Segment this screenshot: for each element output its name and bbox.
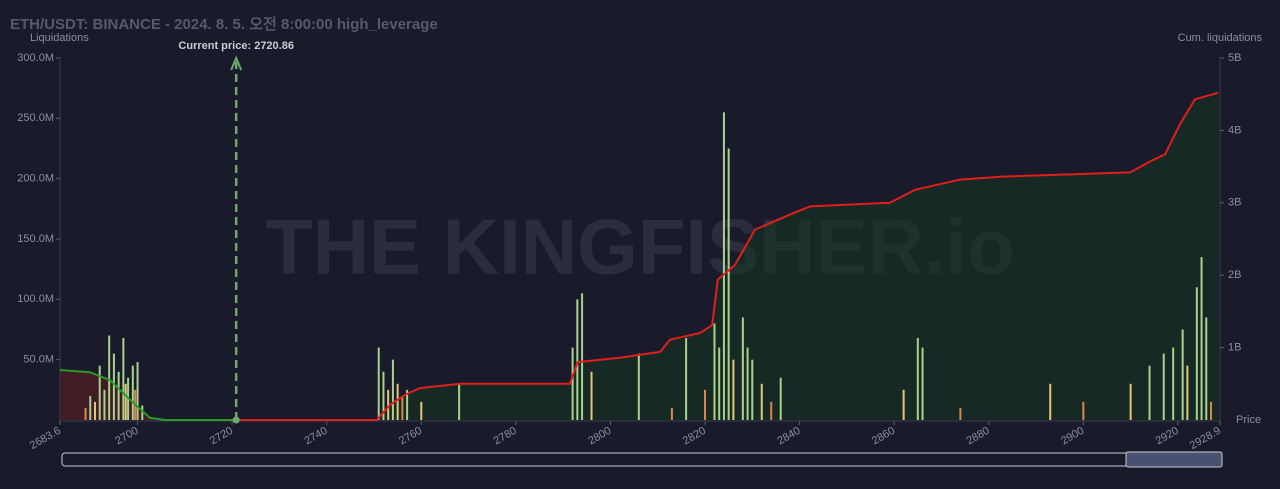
- bar: [387, 389, 390, 420]
- bar: [779, 377, 782, 420]
- bar: [89, 395, 92, 420]
- bar: [637, 353, 640, 420]
- y-tick-label: 150.0M: [17, 233, 54, 245]
- y2-tick-label: 4B: [1228, 124, 1241, 136]
- bar: [1181, 329, 1184, 420]
- y-tick-label: 300.0M: [17, 52, 54, 64]
- current-price-dot: [232, 416, 240, 424]
- cumulative-area: [236, 92, 1219, 421]
- bar: [670, 407, 673, 420]
- bar: [98, 365, 101, 420]
- bar: [382, 371, 385, 420]
- bar: [458, 383, 461, 420]
- bar: [959, 407, 962, 420]
- bar: [751, 359, 754, 420]
- bar: [401, 395, 404, 420]
- bar: [1172, 347, 1175, 420]
- bar: [732, 359, 735, 420]
- bar: [770, 401, 773, 420]
- y2-tick-label: 1B: [1228, 342, 1241, 354]
- y-tick-label: 250.0M: [17, 112, 54, 124]
- bar: [916, 337, 919, 420]
- bar: [1148, 365, 1151, 420]
- bar: [590, 371, 593, 420]
- bar: [1205, 317, 1208, 420]
- current-price-arrow: [230, 55, 243, 71]
- bar: [103, 389, 106, 420]
- chart-title: ETH/USDT: BINANCE - 2024. 8. 5. 오전 8:00:…: [10, 16, 438, 33]
- bar: [112, 353, 115, 420]
- bar: [921, 347, 924, 420]
- cumulative-line: [236, 91, 1219, 421]
- bar: [760, 383, 763, 420]
- bar: [902, 389, 905, 420]
- bar: [1049, 383, 1052, 420]
- current-price-label: Current price: 2720.86: [178, 40, 294, 52]
- y-tick-label: 50.0M: [23, 354, 54, 366]
- y-tick-label: 200.0M: [17, 173, 54, 185]
- bar: [117, 371, 120, 420]
- bar: [571, 347, 574, 420]
- bar: [1200, 257, 1203, 420]
- bar: [84, 407, 87, 420]
- bar: [1082, 401, 1085, 420]
- bar: [713, 323, 716, 420]
- bar: [1186, 365, 1189, 420]
- bar: [727, 148, 730, 420]
- y-tick-label: 100.0M: [17, 293, 54, 305]
- bar: [741, 317, 744, 420]
- bar: [122, 337, 125, 420]
- bar: [581, 293, 584, 420]
- bar: [93, 401, 96, 420]
- cumulative-line: [59, 369, 237, 421]
- bar: [141, 405, 144, 420]
- x-axis-label: Price: [1236, 414, 1261, 426]
- bar: [746, 347, 749, 420]
- bar: [1129, 383, 1132, 420]
- y2-axis-label: Cum. liquidations: [1178, 32, 1263, 44]
- scrollbar-thumb[interactable]: [1125, 451, 1223, 468]
- y2-tick-label: 3B: [1228, 197, 1241, 209]
- bar: [704, 389, 707, 420]
- bar: [420, 401, 423, 420]
- bar: [1210, 401, 1213, 420]
- bar: [1195, 287, 1198, 420]
- y-axis-label: Liquidations: [30, 32, 89, 44]
- y2-tick-label: 5B: [1228, 52, 1241, 64]
- y2-tick-label: 2B: [1228, 269, 1241, 281]
- bar: [1162, 353, 1165, 420]
- bar: [391, 359, 394, 420]
- bar: [124, 383, 127, 420]
- bar: [396, 383, 399, 420]
- bar: [722, 112, 725, 421]
- bar: [718, 347, 721, 420]
- bar: [108, 335, 111, 420]
- bar: [406, 389, 409, 420]
- bar: [576, 299, 579, 420]
- bar: [685, 337, 688, 420]
- bar: [136, 362, 139, 420]
- bar: [131, 365, 134, 420]
- bar: [377, 347, 380, 420]
